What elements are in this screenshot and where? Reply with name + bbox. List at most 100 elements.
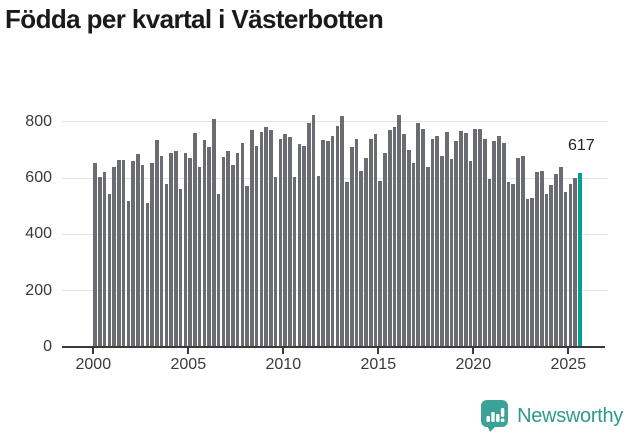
bar xyxy=(269,130,273,347)
bar xyxy=(402,134,406,347)
bar xyxy=(411,162,416,347)
bar xyxy=(311,114,316,347)
bar xyxy=(278,138,283,347)
bar xyxy=(188,158,192,347)
bar xyxy=(193,132,197,347)
bar xyxy=(221,156,226,347)
bar xyxy=(539,170,544,347)
bar xyxy=(240,142,245,347)
bar xyxy=(416,123,421,347)
bar xyxy=(112,166,116,347)
bar xyxy=(501,142,506,347)
gridline-400 xyxy=(62,233,608,235)
gridline-600 xyxy=(62,177,608,179)
bar xyxy=(478,128,482,347)
newsworthy-logo-icon xyxy=(481,400,509,432)
highlight-value-label: 617 xyxy=(567,137,595,154)
bar xyxy=(482,138,487,347)
y-axis-label-0: 0 xyxy=(43,338,52,355)
y-axis-label-600: 600 xyxy=(25,169,52,187)
bar xyxy=(568,183,573,347)
bar xyxy=(330,135,335,347)
bar-chart-plot-area xyxy=(62,100,608,354)
bar xyxy=(530,197,535,347)
bar xyxy=(506,182,511,347)
bar xyxy=(102,172,107,347)
bar xyxy=(136,154,140,347)
bar xyxy=(212,118,216,347)
bar xyxy=(259,131,264,347)
bar xyxy=(283,134,287,347)
x-tick-2000 xyxy=(92,347,95,354)
bar xyxy=(226,151,230,347)
bar xyxy=(93,162,97,347)
bar xyxy=(321,140,325,347)
bar xyxy=(406,149,411,347)
x-axis-label-2000: 2000 xyxy=(75,356,112,373)
bar xyxy=(359,170,363,347)
bar xyxy=(140,165,145,347)
bar xyxy=(250,130,254,347)
bar xyxy=(254,145,259,347)
bar xyxy=(349,147,354,347)
bar xyxy=(544,193,549,347)
bar xyxy=(487,179,492,347)
bar xyxy=(558,166,563,347)
bar xyxy=(345,182,349,347)
x-axis-label-2025: 2025 xyxy=(550,356,587,373)
x-tick-2005 xyxy=(187,347,190,354)
y-axis-label-400: 400 xyxy=(25,225,52,243)
bar xyxy=(164,183,169,347)
bar xyxy=(454,141,459,347)
y-axis-label-800: 800 xyxy=(25,112,52,130)
highlighted-bar xyxy=(578,173,582,347)
bar xyxy=(183,152,188,347)
newsworthy-branding: Newsworthy xyxy=(480,398,623,434)
bar xyxy=(554,173,558,347)
x-axis-label-2015: 2015 xyxy=(360,356,397,373)
bar xyxy=(297,144,302,347)
x-axis-label-2010: 2010 xyxy=(265,356,302,373)
bar xyxy=(397,114,402,347)
bar xyxy=(425,166,430,347)
bar xyxy=(421,128,425,347)
bar xyxy=(449,159,454,347)
x-axis-line xyxy=(62,346,605,348)
bar xyxy=(378,180,382,347)
bar xyxy=(516,158,520,347)
bar xyxy=(459,130,463,347)
bar xyxy=(117,159,121,347)
bar xyxy=(202,140,207,347)
bar xyxy=(511,183,516,347)
bar xyxy=(354,138,359,347)
bar xyxy=(340,116,344,347)
x-axis-label-2020: 2020 xyxy=(455,356,492,373)
gridline-200 xyxy=(62,290,608,292)
y-axis-label-200: 200 xyxy=(25,281,52,299)
x-tick-2010 xyxy=(282,347,285,354)
bar xyxy=(150,162,154,347)
bar xyxy=(207,147,211,347)
bar xyxy=(121,159,126,347)
bar xyxy=(435,135,440,347)
bar xyxy=(563,192,568,347)
x-tick-2015 xyxy=(377,347,380,354)
bar xyxy=(492,141,497,347)
x-tick-2020 xyxy=(472,347,475,354)
newsworthy-logo-text: Newsworthy xyxy=(517,404,623,427)
bar xyxy=(573,178,577,347)
bar xyxy=(288,137,292,347)
bar xyxy=(383,152,387,347)
bar xyxy=(430,138,435,347)
bar xyxy=(473,128,478,347)
bar xyxy=(520,155,525,347)
bar xyxy=(463,133,468,347)
bar xyxy=(373,134,378,347)
bar xyxy=(169,152,173,347)
bar xyxy=(497,135,501,347)
gridline-800 xyxy=(62,121,608,123)
bar xyxy=(326,141,330,347)
bar xyxy=(335,125,340,347)
x-axis-label-2005: 2005 xyxy=(170,356,207,373)
bar xyxy=(535,172,539,347)
